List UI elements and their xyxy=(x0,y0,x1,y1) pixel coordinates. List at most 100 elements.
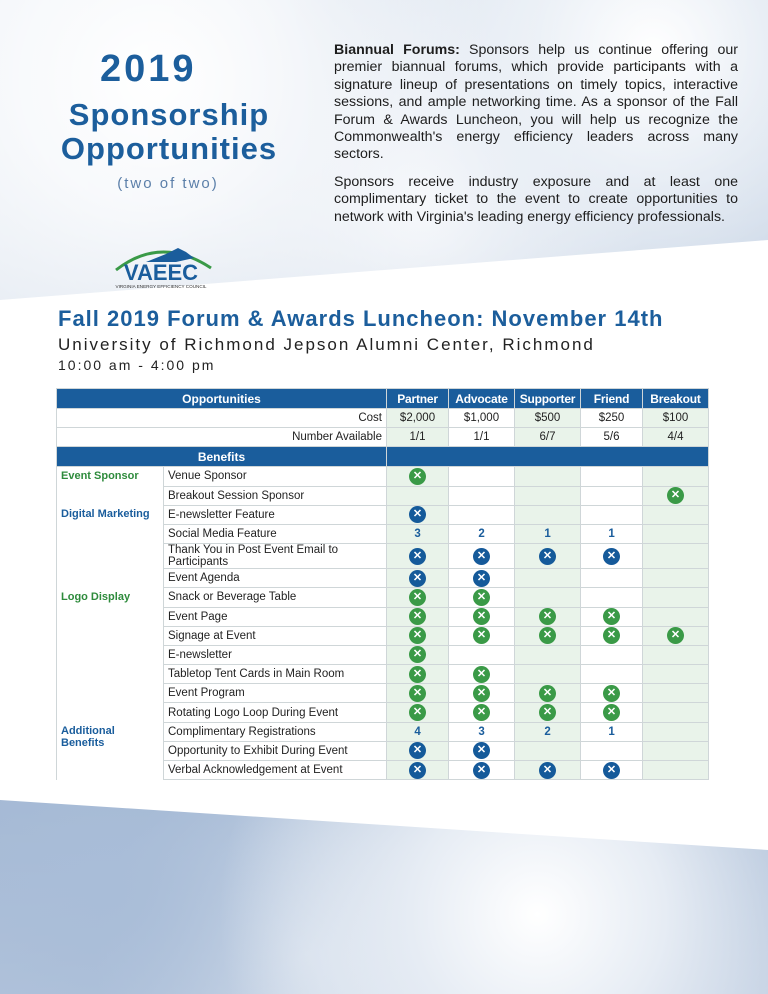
table-row: Breakout Session Sponsor ✕ xyxy=(57,485,710,506)
table-row: Social Media Feature 3 2 1 1 xyxy=(57,523,710,545)
green-check-icon: ✕ xyxy=(603,684,621,702)
benefit-label: Social Media Feature xyxy=(162,523,388,545)
benefit-cell: ✕ xyxy=(386,740,450,762)
blue-check-icon: ✕ xyxy=(603,547,621,565)
benefit-cell xyxy=(514,644,582,666)
category-label: Event Sponsor xyxy=(56,466,164,506)
table-row: Opportunity to Exhibit During Event ✕ ✕ xyxy=(57,740,710,762)
benefit-cell: ✕ xyxy=(386,625,450,646)
green-check-icon: ✕ xyxy=(603,627,621,645)
benefit-cell xyxy=(514,740,582,762)
benefit-label: Thank You in Post Event Email to Partici… xyxy=(162,543,388,570)
title-line: Sponsorship xyxy=(68,97,270,132)
benefit-cell xyxy=(642,740,710,762)
value-cell: 6/7 xyxy=(514,427,582,448)
green-check-icon: ✕ xyxy=(473,665,491,683)
benefit-cell: ✕ xyxy=(448,587,516,608)
table-row: Event Sponsor Venue Sponsor ✕ xyxy=(56,466,710,506)
benefit-cell xyxy=(580,466,644,487)
benefit-cell xyxy=(580,740,644,762)
benefit-cell xyxy=(642,702,710,723)
green-check-icon: ✕ xyxy=(409,646,427,664)
benefit-cell: 1 xyxy=(580,721,644,742)
intro-text: Biannual Forums: Sponsors help us contin… xyxy=(334,42,738,236)
benefit-label: E-newsletter Feature xyxy=(162,504,388,525)
green-check-icon: ✕ xyxy=(409,608,427,626)
table-row: E-newsletter ✕ xyxy=(57,644,710,666)
benefit-cell: ✕ xyxy=(386,759,450,781)
vaeec-logo: VAEEC VIRGINIA ENERGY EFFICIENCY COUNCIL xyxy=(106,240,216,295)
intro-body: Sponsors help us continue offering our p… xyxy=(334,42,738,163)
quantity-value: 3 xyxy=(478,725,485,738)
benefit-cell: ✕ xyxy=(580,543,644,570)
benefit-cell: ✕ xyxy=(448,740,516,762)
benefit-cell: ✕ xyxy=(448,543,516,570)
benefit-cell: ✕ xyxy=(642,485,710,506)
intro-paragraph: Sponsors receive industry exposure and a… xyxy=(334,173,738,225)
benefit-cell xyxy=(642,587,710,608)
blue-check-icon: ✕ xyxy=(603,761,621,779)
benefit-cell xyxy=(580,587,644,608)
green-check-icon: ✕ xyxy=(473,627,491,645)
benefit-cell: ✕ xyxy=(514,606,582,627)
benefit-label: Snack or Beverage Table xyxy=(162,587,388,608)
benefit-cell: ✕ xyxy=(580,702,644,723)
green-check-icon: ✕ xyxy=(539,684,557,702)
green-check-icon: ✕ xyxy=(473,684,491,702)
benefit-cell: 4 xyxy=(386,721,450,742)
green-check-icon: ✕ xyxy=(667,627,685,645)
benefit-label: Venue Sponsor xyxy=(162,466,388,487)
benefit-cell xyxy=(642,543,710,570)
blue-check-icon: ✕ xyxy=(409,506,427,524)
value-cell: 4/4 xyxy=(642,427,710,448)
benefit-cell: 1 xyxy=(514,523,582,545)
benefit-cell: ✕ xyxy=(386,504,450,525)
sponsorship-table: Opportunities Partner Advocate Supporter Fri… xyxy=(55,388,710,781)
column-header: Supporter xyxy=(514,388,582,409)
title-line: Opportunities xyxy=(60,131,278,166)
benefit-cell: ✕ xyxy=(448,606,516,627)
blue-check-icon: ✕ xyxy=(539,547,557,565)
cost-row: Cost $2,000 $1,000 $500 $250 $100 xyxy=(55,407,710,429)
category-label: Additional Benefits xyxy=(56,722,164,780)
green-check-icon: ✕ xyxy=(603,704,621,722)
benefit-label: E-newsletter xyxy=(162,644,388,666)
green-check-icon: ✕ xyxy=(539,704,557,722)
benefit-cell: ✕ xyxy=(642,625,710,646)
blue-check-icon: ✕ xyxy=(539,761,557,779)
benefit-cell: ✕ xyxy=(386,664,450,685)
table-row: Signage at Event ✕ ✕ ✕ ✕ ✕ xyxy=(57,625,710,646)
benefit-cell xyxy=(642,568,710,589)
blue-check-icon: ✕ xyxy=(473,761,491,779)
benefit-label: Signage at Event xyxy=(162,625,388,646)
event-venue: University of Richmond Jepson Alumni Cen… xyxy=(58,335,595,354)
value-cell: $500 xyxy=(514,407,582,429)
page-subtitle: (two of two) xyxy=(117,175,219,192)
benefit-cell xyxy=(642,523,710,545)
benefit-cell: ✕ xyxy=(514,543,582,570)
benefit-label: Event Page xyxy=(162,606,388,627)
benefit-cell xyxy=(514,568,582,589)
benefit-cell: ✕ xyxy=(386,543,450,570)
benefit-cell: ✕ xyxy=(386,568,450,589)
intro-paragraph: Biannual Forums: Sponsors help us contin… xyxy=(334,42,738,164)
benefit-cell xyxy=(642,683,710,704)
benefit-cell: ✕ xyxy=(514,759,582,781)
benefit-cell: 3 xyxy=(448,721,516,742)
quantity-value: 1 xyxy=(608,528,615,541)
benefit-cell: 2 xyxy=(448,523,516,545)
benefit-cell xyxy=(580,485,644,506)
benefit-label: Event Program xyxy=(162,683,388,704)
benefit-cell: ✕ xyxy=(448,568,516,589)
benefit-cell: ✕ xyxy=(386,466,450,487)
benefit-cell xyxy=(448,485,516,506)
green-check-icon: ✕ xyxy=(409,467,427,485)
benefit-cell: ✕ xyxy=(448,683,516,704)
table-row: Tabletop Tent Cards in Main Room ✕ ✕ xyxy=(57,664,710,685)
column-header: Partner xyxy=(386,388,450,409)
benefit-label: Complimentary Registrations xyxy=(162,721,388,742)
benefit-label: Verbal Acknowledgement at Event xyxy=(162,759,388,781)
green-check-icon: ✕ xyxy=(409,588,427,606)
category-label: Digital Marketing xyxy=(56,505,164,588)
benefit-label: Breakout Session Sponsor xyxy=(162,485,388,506)
